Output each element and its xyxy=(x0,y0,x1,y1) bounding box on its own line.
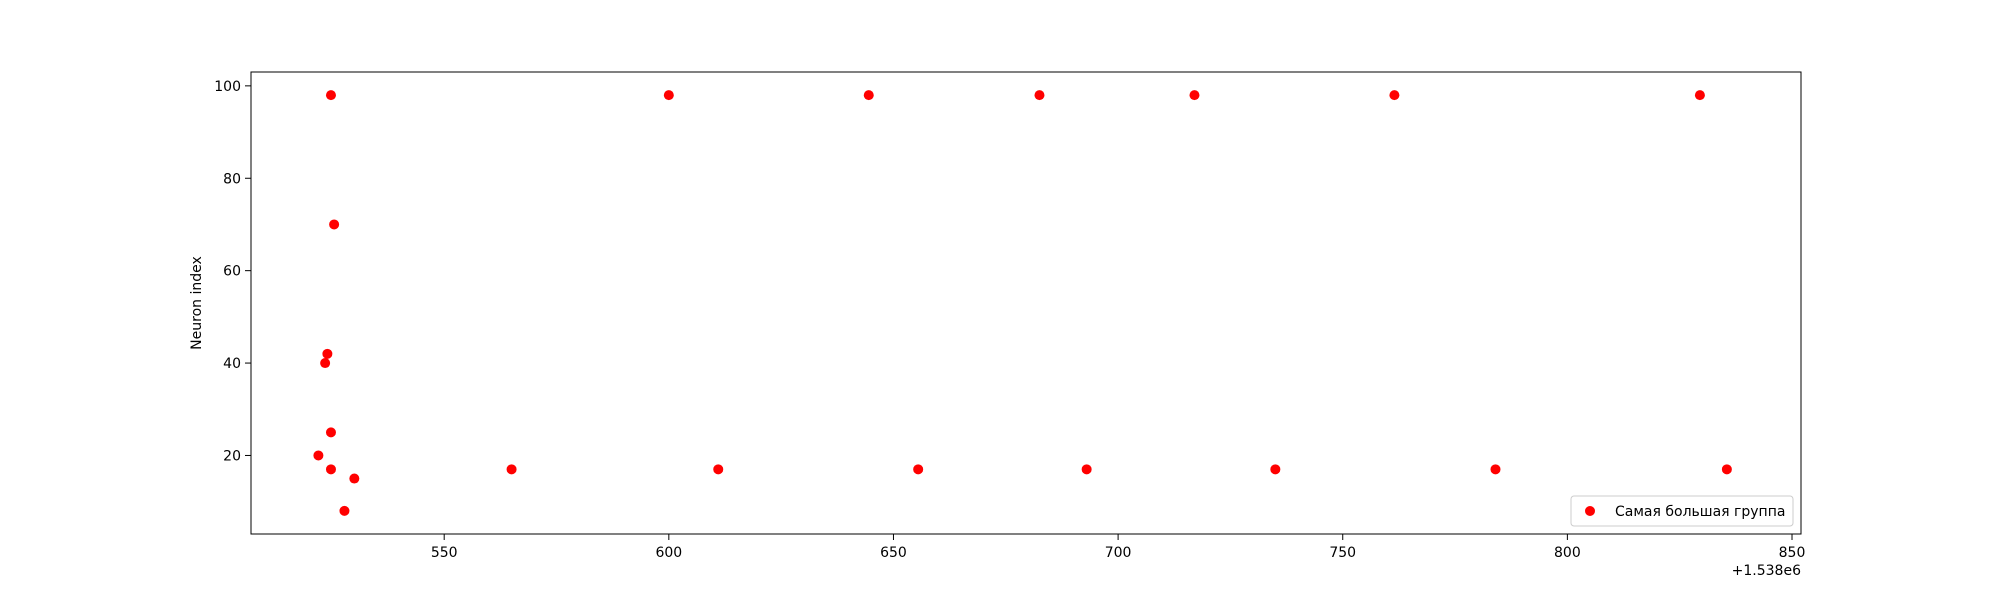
data-point xyxy=(325,464,336,475)
data-point xyxy=(663,90,674,101)
y-axis: 20 40 60 80 100 xyxy=(214,79,251,464)
data-point xyxy=(1490,464,1501,475)
x-tick-label: 850 xyxy=(1779,545,1806,561)
data-point xyxy=(913,464,924,475)
data-point xyxy=(325,90,336,101)
legend[interactable]: Самая большая группа xyxy=(1570,495,1794,527)
x-tick-label: 700 xyxy=(1105,545,1132,561)
data-point xyxy=(1034,90,1045,101)
x-tick-label: 800 xyxy=(1554,545,1581,561)
y-axis-label: Neuron index xyxy=(189,256,205,350)
x-axis-offset-label: +1.538e6 xyxy=(1732,563,1801,579)
x-tick-label: 550 xyxy=(431,545,458,561)
legend-marker xyxy=(1585,506,1595,516)
data-point xyxy=(320,358,331,369)
data-point xyxy=(329,219,340,230)
x-tick-label: 750 xyxy=(1329,545,1356,561)
data-point xyxy=(1081,464,1092,475)
data-point xyxy=(339,505,350,516)
data-point xyxy=(506,464,517,475)
y-tick-label: 40 xyxy=(223,356,241,372)
y-tick-label: 80 xyxy=(223,171,241,187)
x-axis: 550 600 650 700 750 800 850 xyxy=(431,534,1806,561)
x-tick-label: 600 xyxy=(655,545,682,561)
data-point xyxy=(1694,90,1705,101)
plot-area-frame xyxy=(250,71,1802,535)
data-point xyxy=(863,90,874,101)
y-tick-label: 60 xyxy=(223,264,241,280)
data-point xyxy=(325,427,336,438)
data-point xyxy=(1270,464,1281,475)
data-point xyxy=(349,473,360,484)
data-point xyxy=(1389,90,1400,101)
x-tick-label: 650 xyxy=(880,545,907,561)
data-point xyxy=(322,348,333,359)
points-layer xyxy=(313,90,1732,516)
y-tick-label: 100 xyxy=(214,79,241,95)
data-point xyxy=(713,464,724,475)
y-tick-label: 20 xyxy=(223,448,241,464)
data-point xyxy=(1189,90,1200,101)
legend-box xyxy=(1570,495,1794,527)
data-point xyxy=(313,450,324,461)
legend-entry-label: Самая большая группа xyxy=(1615,504,1785,520)
data-point xyxy=(1721,464,1732,475)
